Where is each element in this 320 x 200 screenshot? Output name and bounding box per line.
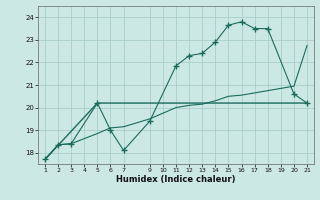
X-axis label: Humidex (Indice chaleur): Humidex (Indice chaleur) xyxy=(116,175,236,184)
